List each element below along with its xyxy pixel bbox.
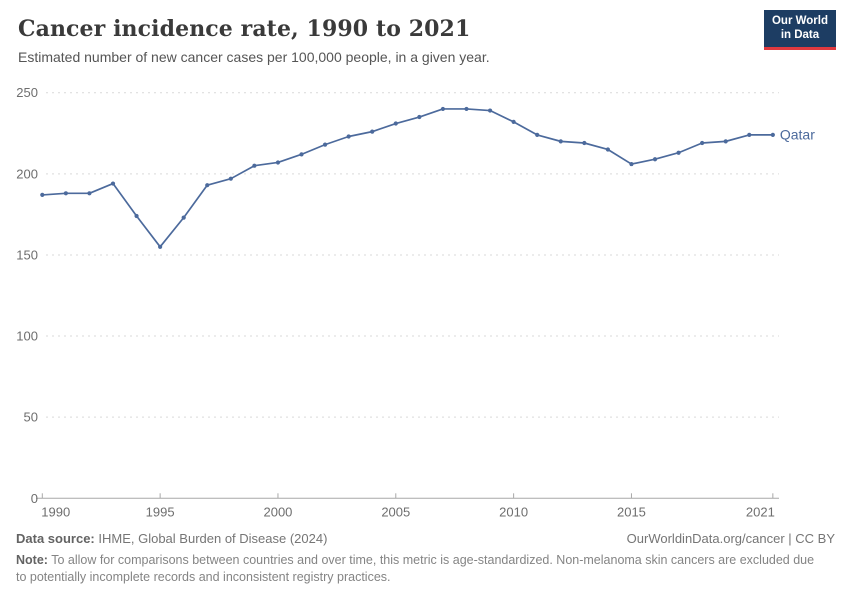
- x-tick-label: 2005: [381, 504, 410, 519]
- y-tick-label: 150: [16, 247, 38, 262]
- data-point: [228, 176, 233, 181]
- data-point: [652, 157, 658, 162]
- data-point: [535, 132, 540, 137]
- y-tick-label: 200: [16, 166, 38, 181]
- y-tick-label: 0: [31, 491, 38, 506]
- x-tick-label: 2015: [617, 504, 646, 519]
- chart-header: Cancer incidence rate, 1990 to 2021 Esti…: [18, 16, 748, 65]
- x-tick-label: 2000: [263, 504, 292, 519]
- data-source-text: IHME, Global Burden of Disease (2024): [98, 531, 328, 546]
- chart-footer: Data source: IHME, Global Burden of Dise…: [16, 531, 835, 586]
- y-tick-label: 50: [24, 410, 38, 425]
- data-point: [511, 119, 516, 125]
- data-point: [322, 142, 328, 147]
- source-row: Data source: IHME, Global Burden of Dise…: [16, 531, 835, 546]
- line-series: [41, 108, 774, 248]
- x-tick-label: 2010: [499, 504, 528, 519]
- data-point: [205, 183, 210, 188]
- x-tick-label: 2021: [746, 504, 775, 519]
- data-point: [464, 106, 469, 112]
- data-point: [370, 129, 375, 134]
- data-point: [346, 134, 351, 139]
- data-source: Data source: IHME, Global Burden of Dise…: [16, 531, 327, 546]
- data-point: [700, 140, 705, 146]
- owid-logo-line1: Our World: [771, 15, 828, 27]
- x-tick-label: 1990: [41, 504, 70, 519]
- data-point: [181, 215, 186, 220]
- data-point: [40, 192, 45, 198]
- data-point: [440, 106, 446, 112]
- data-point: [605, 147, 610, 152]
- data-source-label: Data source:: [16, 531, 95, 546]
- data-point: [158, 244, 163, 249]
- data-point: [558, 139, 563, 144]
- data-point: [723, 139, 728, 144]
- y-tick-label: 250: [16, 85, 38, 100]
- data-point: [134, 213, 139, 219]
- data-point: [582, 140, 587, 146]
- footnote: Note: To allow for comparisons between c…: [16, 552, 821, 586]
- data-point: [299, 152, 304, 157]
- footnote-text: To allow for comparisons between countri…: [16, 553, 815, 584]
- data-point: [770, 132, 775, 137]
- data-point: [87, 191, 92, 196]
- owid-logo-line2: in Data: [780, 28, 820, 41]
- data-point: [275, 160, 281, 165]
- chart-subtitle: Estimated number of new cancer cases per…: [18, 49, 490, 66]
- page-title: Cancer incidence rate, 1990 to 2021: [18, 16, 471, 42]
- data-point: [110, 181, 116, 186]
- line-chart[interactable]: 0 50 100 150 200 250 1990 1995 2000 2005 2010 2015 2…: [0, 80, 850, 528]
- data-point: [676, 150, 681, 155]
- data-point: [629, 161, 634, 167]
- data-point: [747, 132, 752, 137]
- data-point: [417, 114, 422, 120]
- footnote-label: Note:: [16, 553, 48, 567]
- y-tick-label: 100: [16, 329, 38, 344]
- x-tick-label: 1995: [146, 504, 175, 519]
- data-point: [63, 191, 68, 196]
- series-label: Qatar: [780, 126, 815, 142]
- owid-logo[interactable]: Our World in Data: [763, 10, 836, 50]
- data-point: [252, 163, 257, 168]
- attribution-link[interactable]: OurWorldinData.org/cancer | CC BY: [626, 531, 835, 546]
- data-point: [487, 108, 493, 113]
- data-point: [393, 121, 398, 126]
